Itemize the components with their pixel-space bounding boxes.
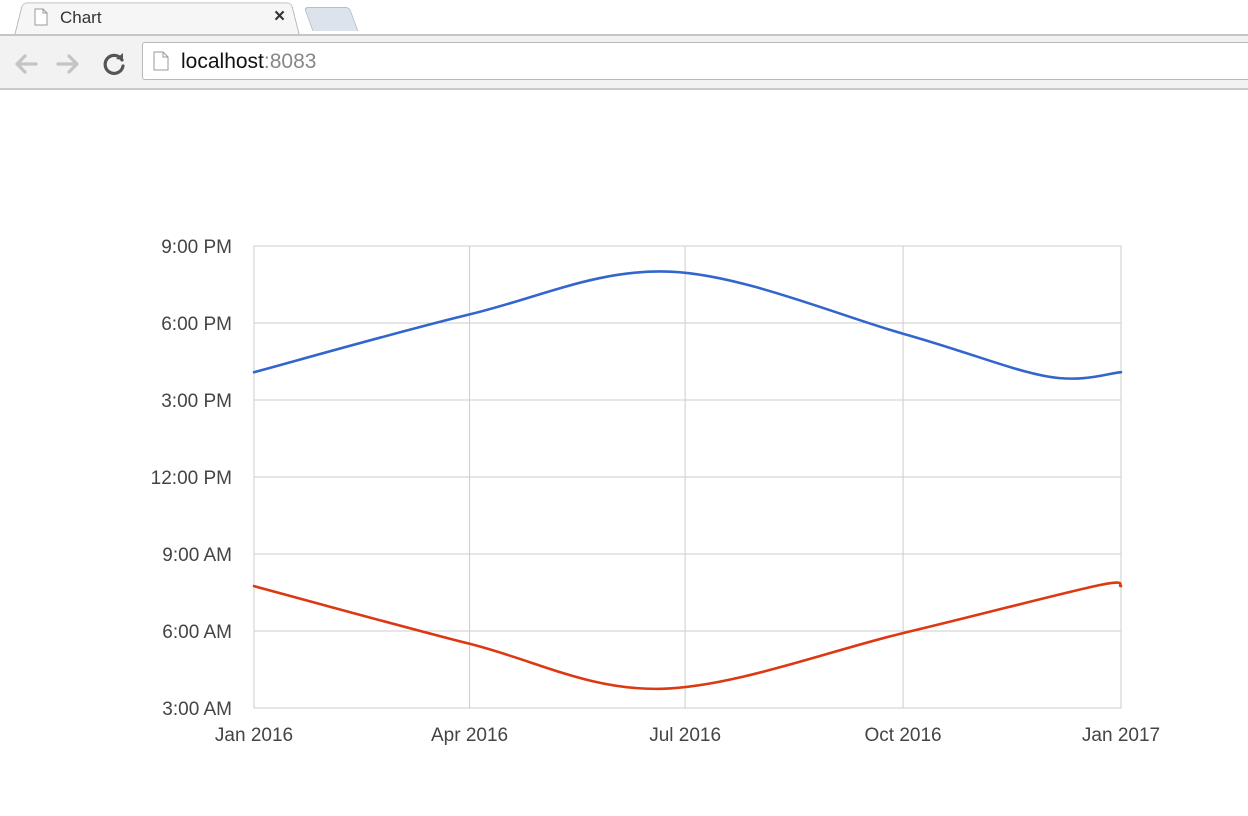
page-icon — [153, 51, 169, 71]
tab-title: Chart — [60, 8, 102, 27]
browser-toolbar: localhost:8083 — [0, 36, 1248, 90]
y-tick-label: 12:00 PM — [151, 468, 232, 489]
x-axis-ticks: Jan 2016 Apr 2016 Jul 2016 Oct 2016 Jan 2017 — [215, 725, 1160, 746]
reload-icon[interactable] — [100, 50, 128, 78]
chart-series — [252, 270, 1123, 691]
url-text[interactable]: localhost:8083 — [181, 50, 316, 74]
close-icon[interactable]: × — [274, 6, 286, 27]
y-tick-label: 6:00 PM — [161, 314, 232, 335]
y-tick-label: 9:00 PM — [161, 237, 232, 258]
url-host: localhost — [181, 50, 264, 73]
forward-arrow-icon[interactable] — [54, 50, 82, 78]
page-icon — [34, 8, 48, 26]
url-port: :8083 — [263, 50, 317, 73]
tab-strip-divider — [0, 34, 1248, 36]
back-arrow-icon[interactable] — [12, 50, 40, 78]
x-tick-label: Jan 2016 — [215, 725, 293, 746]
y-axis-ticks: 9:00 PM 6:00 PM 3:00 PM 12:00 PM 9:00 AM 6:00… — [151, 237, 232, 720]
series-line-1 — [252, 270, 1123, 380]
x-tick-label: Jul 2016 — [649, 725, 721, 746]
chart-grid — [253, 245, 1122, 709]
plot-area-border — [253, 245, 1122, 709]
series-line-2 — [252, 581, 1123, 691]
x-tick-label: Apr 2016 — [431, 725, 508, 746]
address-bar[interactable]: localhost:8083 — [142, 42, 1248, 80]
y-tick-label: 9:00 AM — [162, 545, 232, 566]
tab-strip: Chart × — [0, 0, 1248, 36]
x-tick-label: Oct 2016 — [865, 725, 942, 746]
y-tick-label: 3:00 PM — [161, 391, 232, 412]
y-tick-label: 3:00 AM — [162, 699, 232, 720]
x-tick-label: Jan 2017 — [1082, 725, 1160, 746]
browser-tab-content[interactable]: Chart × — [14, 0, 300, 36]
y-tick-label: 6:00 AM — [162, 622, 232, 643]
